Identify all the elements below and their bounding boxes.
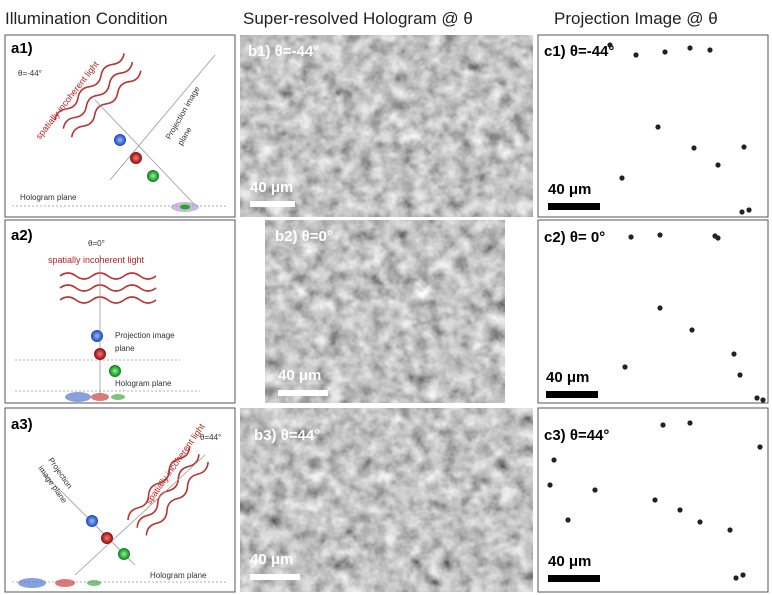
panel-label: a3) [11, 416, 33, 433]
particle [757, 444, 762, 449]
particle [657, 232, 662, 237]
light-label: spatially incoherent light [48, 255, 145, 265]
scale-label: 40 μm [546, 369, 589, 386]
particle [655, 124, 660, 129]
particle [687, 420, 692, 425]
particle [565, 517, 570, 522]
particle [740, 572, 745, 577]
particle [547, 482, 552, 487]
scale-label: 40 μm [278, 367, 321, 384]
hologram-label: Hologram plane [150, 571, 207, 580]
particle [687, 45, 692, 50]
particle [739, 209, 744, 214]
particle [733, 575, 738, 580]
particle [707, 47, 712, 52]
hologram-label: Hologram plane [115, 379, 172, 388]
panel-label: c1) θ=-44° [544, 43, 614, 60]
panel-label: b3) θ=44° [254, 427, 320, 444]
panel-a1: a1) θ=-44° spatially incoherent light Pr… [5, 35, 235, 217]
particle [737, 372, 742, 377]
panel-c2: c2) θ= 0° 40 μm [538, 220, 768, 403]
panel-a3: a3) θ=44° spatially incoherent light Pro… [5, 408, 235, 592]
panel-label: b2) θ=0° [275, 228, 333, 245]
panel-c3: c3) θ=44° 40 μm [538, 408, 768, 592]
angle: θ=-44° [18, 69, 42, 78]
plane-label: plane [115, 344, 135, 353]
column-title: Super-resolved Hologram @ θ [243, 9, 473, 28]
panel-label: a2) [11, 227, 33, 244]
particle [754, 395, 759, 400]
panel-b3: b3) θ=44° 40 μm [240, 408, 533, 592]
scale-label: 40 μm [548, 181, 591, 198]
hologram-label: Hologram plane [20, 193, 77, 202]
column-title: Illumination Condition [5, 9, 168, 28]
panel-b1: b1) θ=-44° 40 μm [240, 35, 533, 217]
particle [662, 49, 667, 54]
angle: θ=0° [88, 239, 105, 248]
figure: Illumination Condition Super-resolved Ho… [0, 0, 772, 595]
particle [619, 175, 624, 180]
panel-label: b1) θ=-44° [248, 43, 319, 60]
scale-label: 40 μm [250, 179, 293, 196]
angle: θ=44° [200, 433, 221, 442]
particle [633, 52, 638, 57]
particle [607, 42, 612, 47]
particle [760, 397, 765, 402]
particle [715, 162, 720, 167]
column-title: Projection Image @ θ [554, 9, 718, 28]
particle [622, 364, 627, 369]
particle [746, 207, 751, 212]
panel-label: c3) θ=44° [544, 427, 609, 444]
scale-label: 40 μm [548, 553, 591, 570]
particle [652, 497, 657, 502]
panel-label: c2) θ= 0° [544, 229, 605, 246]
particle [677, 507, 682, 512]
particle [697, 519, 702, 524]
particle [628, 234, 633, 239]
particle [741, 144, 746, 149]
particle [731, 351, 736, 356]
particle [689, 327, 694, 332]
particle [657, 305, 662, 310]
scale-label: 40 μm [250, 551, 293, 568]
particle [727, 527, 732, 532]
panel-b2: b2) θ=0° 40 μm [265, 220, 505, 403]
panel-a2: a2) θ=0° spatially incoherent light Proj… [5, 220, 235, 403]
panel-c1: c1) θ=-44° 40 μm [538, 35, 768, 217]
particle [660, 422, 665, 427]
plane-label: Projection image [115, 331, 175, 340]
panel-label: a1) [11, 40, 33, 57]
particle [715, 235, 720, 240]
particle [551, 457, 556, 462]
particle [592, 487, 597, 492]
particle [691, 145, 696, 150]
